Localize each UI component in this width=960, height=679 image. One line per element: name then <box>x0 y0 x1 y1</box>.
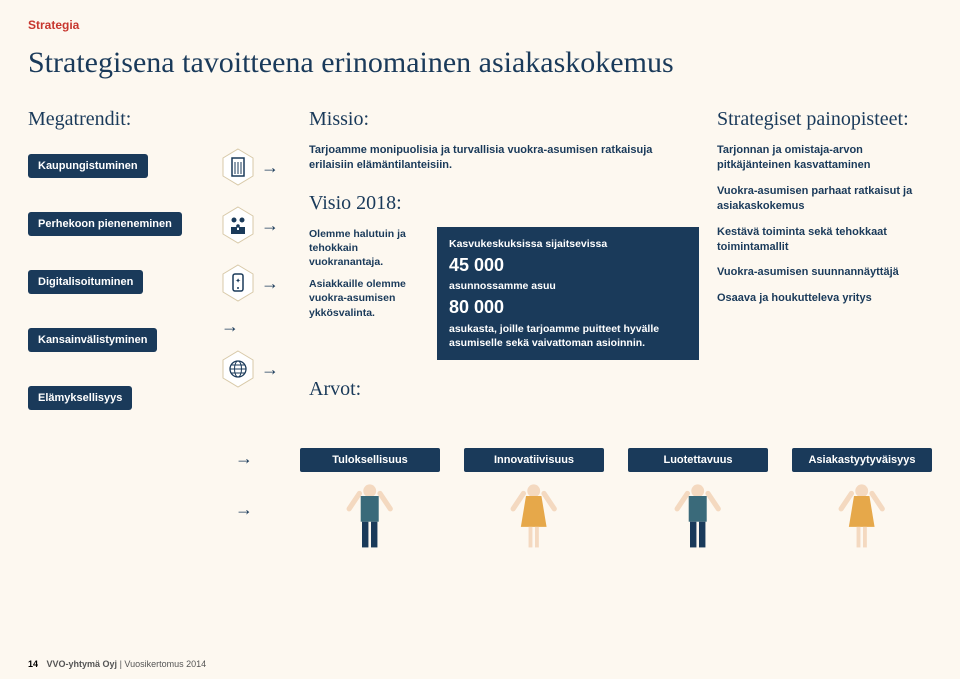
megatrend-pill: Elämyksellisyys <box>28 386 132 410</box>
icon-column: →→✦→→→ <box>221 108 291 392</box>
family-icon <box>221 206 255 244</box>
value-item: Asiakastyytyväisyys <box>792 448 932 550</box>
priority-item: Kestävä toiminta sekä tehokkaat toiminta… <box>717 225 937 256</box>
missio-title: Missio: <box>309 108 699 131</box>
values-row: Tuloksellisuus Innovatiivisuus Luotettavuu… <box>300 448 932 550</box>
visio-n1: 45 000 <box>449 253 687 277</box>
value-label: Innovatiivisuus <box>464 448 604 472</box>
priority-item: Tarjonnan ja omistaja-arvon pitkäjäntein… <box>717 143 937 174</box>
megatrends-col: Megatrendit: Kaupungistuminen Perhekoon p… <box>28 108 203 421</box>
megatrend-pill: Kansainvälistyminen <box>28 328 157 352</box>
value-item: Luotettavuus <box>628 448 768 550</box>
footer-doc: Vuosikertomus 2014 <box>124 659 206 669</box>
priority-item: Vuokra-asumisen suunnannäyttäjä <box>717 265 937 280</box>
priorities-col: Strategiset painopisteet: Tarjonnan ja o… <box>717 108 937 316</box>
footer-company: VVO-yhtymä Oyj <box>47 659 118 669</box>
device-icon: ✦ <box>221 264 255 302</box>
page-footer: 14 VVO-yhtymä Oyj | Vuosikertomus 2014 <box>28 659 206 669</box>
visio-left-p1: Olemme halutuin ja tehokkain vuokrananta… <box>309 227 427 270</box>
megatrend-row: Digitalisoituminen <box>28 259 203 305</box>
globe-icon <box>221 350 255 388</box>
visio-left-p2: Asiakkaille olemme vuokra-asumisen ykkös… <box>309 277 427 320</box>
arvot-title: Arvot: <box>309 378 699 401</box>
icon-row: → <box>221 144 291 190</box>
megatrends-title: Megatrendit: <box>28 108 203 131</box>
person-icon <box>464 478 604 550</box>
visio-box: Kasvukeskuksissa sijaitsevissa 45 000 as… <box>437 227 699 360</box>
strategy-grid: Megatrendit: Kaupungistuminen Perhekoon p… <box>28 108 932 421</box>
priority-item: Vuokra-asumisen parhaat ratkaisut ja asi… <box>717 184 937 215</box>
megatrend-pill: Kaupungistuminen <box>28 154 148 178</box>
megatrend-row: Kaupungistuminen <box>28 143 203 189</box>
arrow-icon: → <box>261 157 279 178</box>
value-item: Innovatiivisuus <box>464 448 604 550</box>
arrow-icon: → <box>235 448 253 469</box>
priorities-title: Strategiset painopisteet: <box>717 108 937 131</box>
megatrend-row: Perhekoon pieneneminen <box>28 201 203 247</box>
visio-block: Olemme halutuin ja tehokkain vuokrananta… <box>309 227 699 360</box>
page-title: Strategisena tavoitteena erinomainen asi… <box>28 46 932 80</box>
arrow-icon: → <box>261 215 279 236</box>
visio-line3: asukasta, joille tarjoamme puitteet hyvä… <box>449 323 659 349</box>
visio-left: Olemme halutuin ja tehokkain vuokrananta… <box>309 227 427 328</box>
section-label: Strategia <box>28 18 932 32</box>
value-label: Tuloksellisuus <box>300 448 440 472</box>
icon-row: ✦→ <box>221 260 291 306</box>
value-item: Tuloksellisuus <box>300 448 440 550</box>
center-column: Missio: Tarjoamme monipuolisia ja turval… <box>309 108 699 401</box>
visio-n2: 80 000 <box>449 295 687 319</box>
arrow-icon: → <box>261 359 279 380</box>
megatrend-pill: Perhekoon pieneneminen <box>28 212 182 236</box>
arrow-icon: → <box>261 273 279 294</box>
extra-arrows: → → <box>235 448 253 520</box>
svg-text:✦: ✦ <box>235 277 241 285</box>
icon-row: → <box>221 202 291 248</box>
person-icon <box>300 478 440 550</box>
visio-title: Visio 2018: <box>309 192 699 215</box>
arrow-icon: → <box>235 499 253 520</box>
value-label: Asiakastyytyväisyys <box>792 448 932 472</box>
visio-line1: Kasvukeskuksissa sijaitsevissa <box>449 238 607 250</box>
megatrend-pill: Digitalisoituminen <box>28 270 143 294</box>
person-icon <box>792 478 932 550</box>
megatrend-row: Kansainvälistyminen <box>28 317 203 363</box>
building-icon <box>221 148 255 186</box>
value-label: Luotettavuus <box>628 448 768 472</box>
megatrend-row: Elämyksellisyys <box>28 375 203 421</box>
visio-line2: asunnossamme asuu <box>449 280 556 292</box>
priority-item: Osaava ja houkutteleva yritys <box>717 291 937 306</box>
person-icon <box>628 478 768 550</box>
arrow-icon: → <box>221 318 291 334</box>
missio-text: Tarjoamme monipuolisia ja turvallisia vu… <box>309 143 699 174</box>
icon-row: → <box>221 346 291 392</box>
page-number: 14 <box>28 659 38 669</box>
